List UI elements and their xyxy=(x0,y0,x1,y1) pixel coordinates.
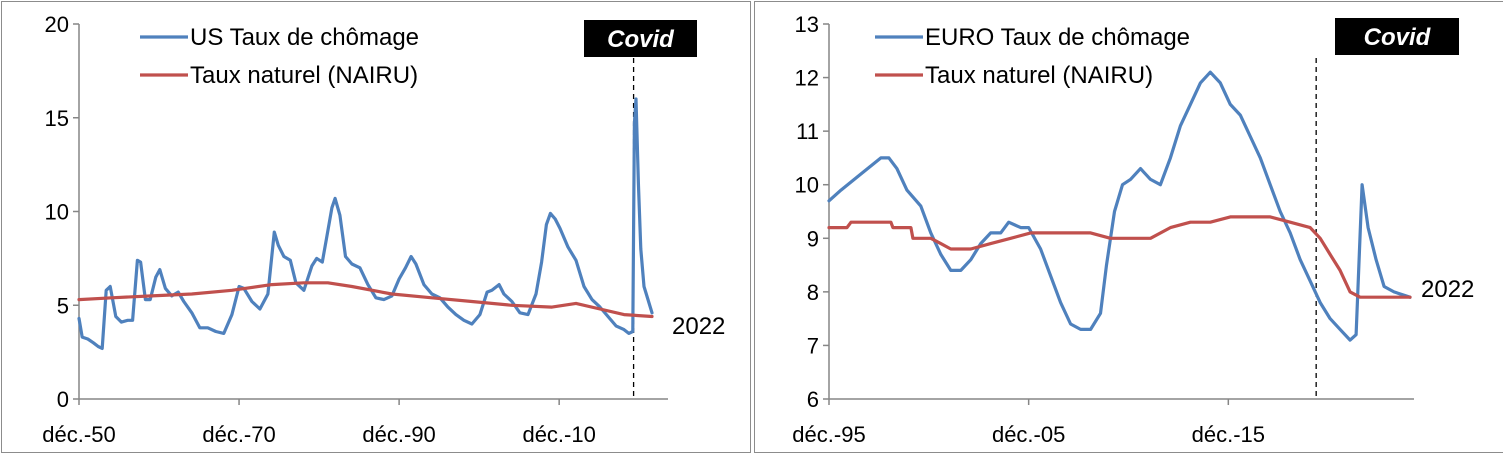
legend-label: US Taux de chômage xyxy=(190,24,419,51)
covid-label-box xyxy=(584,20,697,57)
legend-label: EURO Taux de chômage xyxy=(925,24,1190,51)
x-tick-label: déc.-50 xyxy=(42,422,115,447)
covid-label-box xyxy=(1335,18,1459,55)
y-tick-label: 10 xyxy=(795,173,819,198)
nairu-line xyxy=(827,215,1412,299)
y-tick-label: 8 xyxy=(807,280,819,305)
nairu-line xyxy=(77,281,654,319)
y-tick-label: 15 xyxy=(45,106,69,131)
y-tick-label: 12 xyxy=(795,66,819,91)
unemployment-rate-line xyxy=(77,97,654,350)
legend-label: Taux naturel (NAIRU) xyxy=(925,62,1153,89)
us-chart-panel: 0 5 10 15 20 déc.-50 déc.-70 déc.-90 déc.-10 Covi… xyxy=(0,0,751,453)
y-tick-label: 13 xyxy=(795,12,819,37)
y-tick-label: 7 xyxy=(807,333,819,358)
end-year-label: 2022 xyxy=(672,313,725,340)
y-tick-label: 11 xyxy=(796,119,819,144)
y-tick-label: 9 xyxy=(807,226,819,251)
y-tick-label: 6 xyxy=(807,387,819,412)
legend-label: Taux naturel (NAIRU) xyxy=(190,62,418,89)
end-year-label: 2022 xyxy=(1421,276,1474,303)
x-tick-label: déc.-10 xyxy=(522,422,595,447)
y-tick-label: 20 xyxy=(45,12,69,37)
x-tick-label: déc.-90 xyxy=(362,422,435,447)
covid-label: Covid xyxy=(607,26,675,53)
euro-unemployment-chart: 6 7 8 9 10 11 12 13 déc.-95 déc.-05 déc.-15 Covid EU… xyxy=(792,12,1474,447)
y-tick-label: 5 xyxy=(57,293,69,318)
x-tick-label: déc.-95 xyxy=(792,422,865,447)
us-unemployment-chart: 0 5 10 15 20 déc.-50 déc.-70 déc.-90 déc.-10 Covi… xyxy=(42,12,725,447)
x-tick-label: déc.-70 xyxy=(202,422,275,447)
x-tick-label: déc.-15 xyxy=(1192,422,1265,447)
y-tick-label: 10 xyxy=(45,200,69,225)
x-tick-label: déc.-05 xyxy=(992,422,1065,447)
y-tick-label: 0 xyxy=(57,387,69,412)
unemployment-rate-line xyxy=(827,70,1412,342)
euro-chart-panel: 6 7 8 9 10 11 12 13 déc.-95 déc.-05 déc.-15 Covid EU… xyxy=(753,0,1503,453)
covid-label: Covid xyxy=(1364,24,1432,51)
